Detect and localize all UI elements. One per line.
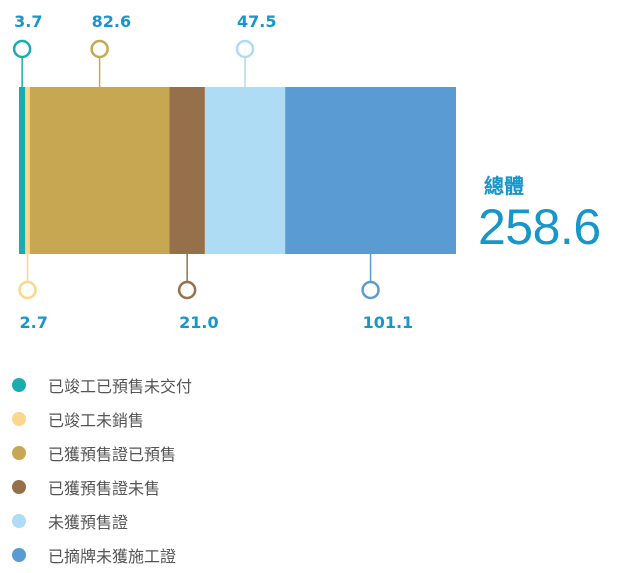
bar-segment-6: [285, 87, 456, 254]
callout-marker-3: [90, 39, 109, 59]
legend-marker-icon: [12, 378, 26, 392]
legend-item-6: 已摘牌未獲施工證: [12, 538, 192, 572]
bar-segment-5: [204, 87, 286, 254]
value-label-3-7: 3.7: [14, 12, 42, 31]
callout-marker-5: [235, 39, 255, 59]
value-label-2-7: 2.7: [20, 313, 48, 332]
legend-marker-icon: [12, 412, 26, 426]
legend-label: 已獲預售證已預售: [48, 445, 177, 464]
legend-label: 已摘牌未獲施工證: [48, 547, 177, 566]
legend: 已竣工已預售未交付 已竣工未銷售已獲預售證已預售 已獲預售證未售 未獲預售證已摘牌未獲…: [12, 368, 192, 572]
bar-segment-4: [169, 87, 205, 254]
legend-label: 已竣工未銷售: [48, 411, 145, 430]
legend-item-2: 已竣工未銷售: [12, 402, 192, 436]
bar-segment-1: [19, 87, 26, 254]
total-label: 總體: [484, 174, 524, 198]
legend-item-4: 已獲預售證未售: [12, 470, 192, 504]
value-label-101-1: 101.1: [363, 313, 414, 332]
legend-marker-icon: [12, 446, 26, 460]
callout-marker-6: [361, 280, 380, 300]
value-label-21-0: 21.0: [179, 313, 218, 332]
legend-label: 未獲預售證: [48, 513, 129, 532]
legend-label: 已竣工已預售未交付: [48, 377, 193, 396]
callout-marker-2: [18, 280, 37, 300]
legend-marker-icon: [12, 548, 26, 562]
legend-marker-icon: [12, 480, 26, 494]
value-label-47-5: 47.5: [237, 12, 276, 31]
legend-item-3: 已獲預售證已預售: [12, 436, 192, 470]
legend-item-5: 未獲預售證: [12, 504, 192, 538]
total-value: 258.6: [478, 199, 601, 255]
legend-label: 已獲預售證未售: [48, 479, 161, 498]
callout-marker-4: [177, 280, 197, 300]
value-label-82-6: 82.6: [92, 12, 131, 31]
bar-segment-2: [25, 87, 30, 254]
bar-segment-3: [29, 87, 170, 254]
stacked-bar-chart: 3.7 2.7 82.6 21.0 47.5 101.1: [12, 12, 456, 332]
legend-marker-icon: [12, 514, 26, 528]
legend-item-1: 已竣工已預售未交付: [12, 368, 192, 402]
callout-marker-1: [12, 39, 32, 59]
